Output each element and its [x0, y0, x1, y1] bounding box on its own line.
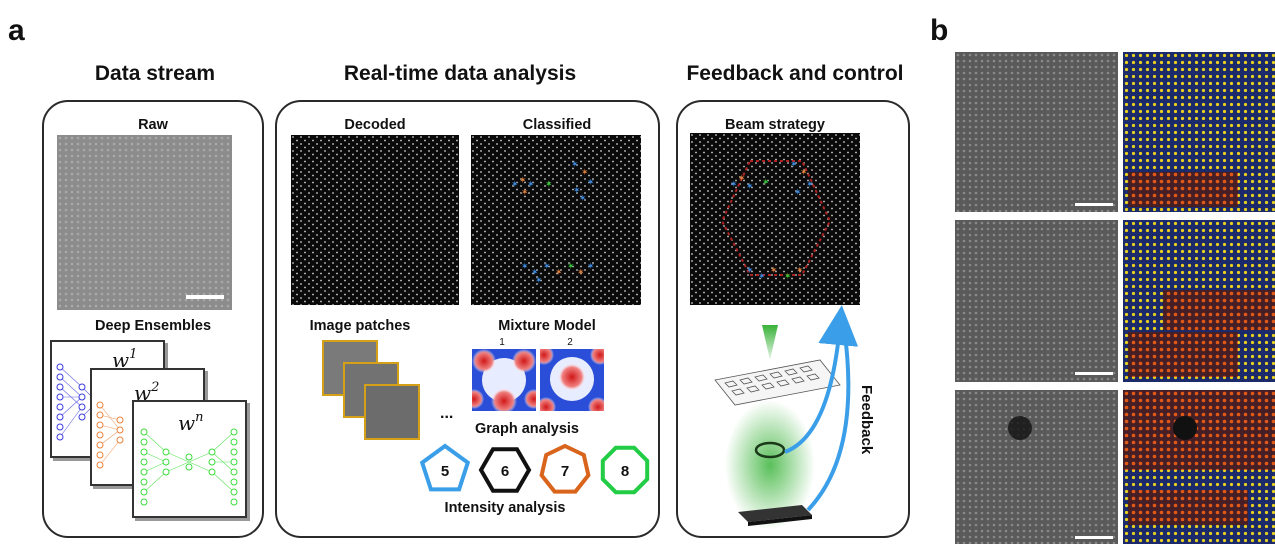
- classified-image: ✶ ✶ ✶ ✶ ✶ ✶ ✶ ✶ ✶ ✶ ✶ ✶ ✶ ✶ ✶ ✶ ✶ ✶: [471, 135, 641, 305]
- b-raw-image-2: [955, 220, 1118, 382]
- decoded-label: Decoded: [344, 117, 406, 133]
- svg-text:✶: ✶: [800, 168, 808, 178]
- polygon-8: [600, 445, 650, 495]
- svg-text:✶: ✶: [543, 262, 551, 272]
- network-diagram-2: w2: [96, 380, 159, 469]
- svg-text:✶: ✶: [587, 178, 595, 188]
- svg-text:✶: ✶: [521, 188, 529, 198]
- octagon-number: 8: [621, 463, 629, 480]
- section-title-feedback: Feedback and control: [686, 62, 904, 85]
- b-classified-image-3: [1123, 390, 1275, 544]
- beam-strategy-image: ✶ ✶ ✶ ✶ ✶ ✶ ✶ ✶ ✶ ✶ ✶ ✶ ✶: [690, 133, 860, 305]
- mixture-component-1: [472, 349, 536, 411]
- decoded-image: [291, 135, 459, 305]
- svg-text:✶: ✶: [587, 262, 595, 272]
- svg-text:✶: ✶: [527, 180, 535, 190]
- svg-text:✶: ✶: [806, 180, 814, 190]
- panel-letter-a: a: [8, 14, 25, 47]
- graph-analysis-label: Graph analysis: [475, 421, 579, 437]
- incident-beam: [762, 325, 778, 360]
- polygon-5: [419, 443, 471, 492]
- mixture-index-2: 2: [567, 337, 573, 348]
- svg-text:✶: ✶: [796, 266, 804, 276]
- svg-text:✶: ✶: [519, 176, 527, 186]
- mixture-model-label: Mixture Model: [498, 318, 596, 334]
- b-scale-bar-3: [1075, 536, 1113, 539]
- svg-text:✶: ✶: [555, 268, 563, 278]
- hexagon-number: 6: [501, 463, 509, 480]
- mixture-component-2: [540, 349, 604, 411]
- svg-text:✶: ✶: [581, 168, 589, 178]
- beam-strategy-label: Beam strategy: [725, 117, 825, 133]
- svg-text:✶: ✶: [577, 268, 585, 278]
- svg-text:✶: ✶: [545, 180, 553, 190]
- pentagon-number: 5: [441, 463, 449, 480]
- deep-ensembles-label: Deep Ensembles: [94, 318, 212, 334]
- svg-text:✶: ✶: [746, 266, 754, 276]
- svg-text:✶: ✶: [784, 272, 792, 282]
- svg-text:✶: ✶: [794, 188, 802, 198]
- svg-text:✶: ✶: [762, 178, 770, 188]
- ellipsis: ...: [440, 405, 454, 422]
- classified-label: Classified: [522, 117, 592, 133]
- b-classified-image-1: [1123, 52, 1275, 212]
- feedback-arrow-upper: [784, 305, 859, 454]
- classified-lattice: ✶✶ ✶✶ ✶✶ ✶✶ ✶✶ ✶✶ ✶✶ ✶✶ ✶✶: [471, 135, 641, 305]
- polygon-6: [478, 447, 532, 493]
- polygon-row: 5 6 7 8: [419, 443, 650, 495]
- svg-text:✶: ✶: [531, 268, 539, 278]
- svg-text:✶: ✶: [535, 276, 543, 286]
- polygon-7: [539, 443, 591, 494]
- svg-text:✶: ✶: [567, 262, 575, 272]
- svg-text:✶: ✶: [758, 272, 766, 282]
- svg-text:✶: ✶: [738, 174, 746, 184]
- b-classified-image-2: [1123, 220, 1275, 382]
- detector-plate: [738, 505, 812, 526]
- weight-label-2: w2: [134, 380, 159, 405]
- section-title-data-stream: Data stream: [94, 62, 216, 85]
- raw-label: Raw: [138, 117, 168, 133]
- svg-text:✶: ✶: [521, 262, 529, 272]
- network-diagram-1: w1: [56, 347, 137, 441]
- svg-text:✶: ✶: [790, 160, 798, 170]
- image-patches-label: Image patches: [309, 318, 411, 334]
- network-diagram-3: wn: [140, 410, 238, 506]
- mixture-index-1: 1: [499, 337, 505, 348]
- svg-text:✶: ✶: [573, 186, 581, 196]
- scattered-beam: [725, 400, 815, 530]
- b-raw-image-3: [955, 390, 1118, 544]
- panel-letter-b: b: [930, 14, 949, 47]
- weight-label-3: wn: [178, 410, 204, 435]
- beam-schematic: Feedback: [714, 305, 875, 530]
- svg-text:✶: ✶: [571, 160, 579, 170]
- b-raw-image-1: [955, 52, 1118, 212]
- raw-image: [57, 135, 232, 310]
- decoded-lattice: [291, 135, 459, 305]
- intensity-analysis-label: Intensity analysis: [444, 500, 566, 516]
- b-scale-bar-1: [1075, 203, 1113, 206]
- feedback-arrow-lower: [806, 334, 851, 512]
- svg-text:✶: ✶: [746, 182, 754, 192]
- svg-text:✶: ✶: [730, 180, 738, 190]
- heptagon-number: 7: [561, 463, 569, 480]
- weight-label-1: w1: [112, 347, 137, 372]
- svg-text:✶: ✶: [770, 266, 778, 276]
- detector-ring: [754, 441, 786, 459]
- b-scale-bar-2: [1075, 372, 1113, 375]
- feedback-label: Feedback: [858, 385, 875, 455]
- svg-text:✶: ✶: [511, 180, 519, 190]
- raw-image-texture: [57, 135, 232, 310]
- graphene-sheet: [714, 359, 841, 406]
- svg-text:✶: ✶: [579, 194, 587, 204]
- beam-strategy-lattice: ✶✶ ✶ ✶ ✶✶ ✶✶ ✶✶ ✶✶ ✶: [690, 133, 860, 305]
- beam-defect-markers: ✶✶ ✶ ✶ ✶✶ ✶✶ ✶✶ ✶✶ ✶: [730, 160, 814, 282]
- section-title-realtime: Real-time data analysis: [343, 62, 577, 85]
- image-patch-3: [364, 384, 420, 440]
- ensemble-card-3: wn: [132, 400, 247, 518]
- raw-scale-bar: [186, 295, 224, 299]
- classified-defect-markers: ✶✶ ✶✶ ✶✶ ✶✶ ✶✶ ✶✶ ✶✶ ✶✶ ✶✶: [511, 160, 595, 286]
